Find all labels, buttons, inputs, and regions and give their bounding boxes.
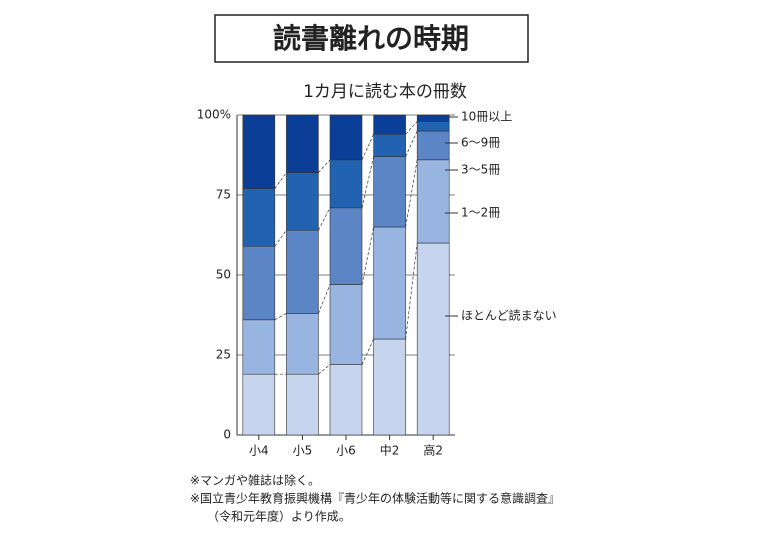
bar-segment	[286, 114, 319, 173]
bar-segment	[242, 188, 276, 247]
y-tick-label: 50	[216, 268, 231, 282]
bar-segment	[416, 121, 450, 132]
x-tick-label: 小5	[293, 444, 313, 458]
bar-segment	[416, 242, 450, 436]
bar-segment	[416, 114, 450, 122]
bar-segment	[242, 245, 276, 321]
connector	[405, 159, 418, 228]
title-box	[214, 14, 529, 63]
note: ※国立青少年教育振興機構『青少年の体験活動等に関する意識調査』	[190, 491, 560, 506]
x-tick-label: 小4	[249, 444, 269, 458]
bar-segment	[286, 373, 319, 436]
note: （令和元年度）より作成。	[207, 509, 351, 524]
x-tick-label: 中2	[380, 443, 400, 458]
chart-subtitle: 1カ月に読む本の冊数	[303, 82, 467, 102]
connector	[405, 242, 418, 340]
bar-segment	[329, 364, 363, 436]
chart-title: 読書離れの時期	[273, 22, 469, 55]
bar-segment	[242, 373, 276, 436]
bar-segment	[416, 159, 450, 244]
connector	[361, 134, 374, 160]
connector	[274, 172, 287, 189]
legend-label: 1〜2冊	[461, 206, 500, 220]
legend-label: 6〜9冊	[461, 136, 500, 150]
connector	[318, 364, 331, 375]
y-tick-label: 0	[223, 428, 231, 442]
connector	[318, 207, 331, 231]
bar-segment	[242, 319, 276, 375]
bar-segment	[373, 226, 406, 340]
connector	[274, 313, 287, 321]
bar-segment	[416, 130, 450, 161]
bar-segment	[286, 313, 319, 375]
bar-segment	[242, 114, 276, 189]
bar-segment	[286, 172, 319, 231]
x-tick-label: 小6	[336, 444, 356, 458]
y-tick-label: 100%	[197, 108, 231, 122]
legend-label: ほとんど読まない	[461, 308, 557, 323]
connector	[361, 226, 374, 285]
connector	[361, 338, 374, 365]
connector	[274, 229, 287, 247]
legend-label: 10冊以上	[461, 110, 512, 124]
connector	[361, 156, 374, 208]
bar-segment	[373, 338, 406, 436]
connector	[318, 284, 331, 314]
bar-segment	[329, 284, 363, 365]
bar-segment	[329, 159, 363, 209]
bar-segment	[373, 156, 406, 228]
y-tick-label: 75	[216, 188, 231, 202]
legend-label: 3〜5冊	[461, 163, 500, 177]
bar-segment	[329, 114, 363, 161]
bar-segment	[286, 229, 319, 314]
connector	[318, 159, 331, 173]
y-tick-label: 25	[216, 348, 231, 362]
bar-segment	[373, 133, 406, 157]
bar-segment	[373, 114, 406, 135]
x-tick-label: 高2	[423, 443, 443, 458]
connector	[405, 130, 418, 157]
connector	[405, 121, 418, 135]
bar-segment	[329, 207, 363, 285]
note: ※マンガや雑誌は除く。	[190, 473, 320, 488]
